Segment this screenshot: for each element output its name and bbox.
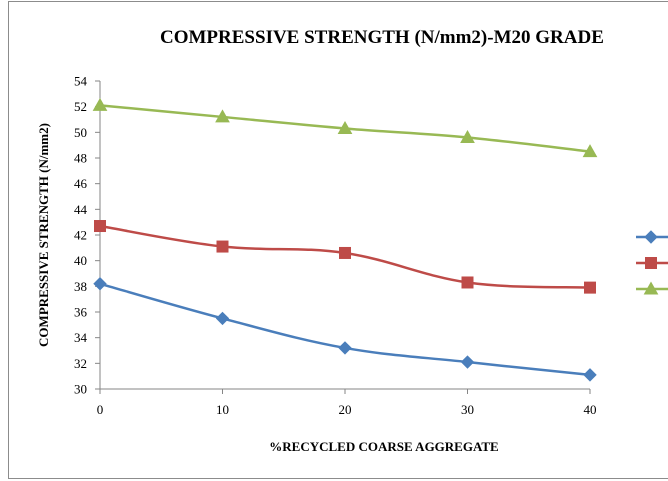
legend <box>636 230 668 295</box>
y-tick-label: 32 <box>74 356 87 371</box>
axes: 30 32 34 36 38 40 42 44 46 48 50 52 54 0 10 20 30 40 <box>74 74 597 418</box>
series-2-point <box>461 276 474 289</box>
series-1-point <box>460 355 475 369</box>
legend-marker-2 <box>645 257 657 269</box>
y-tick-label: 36 <box>74 305 88 320</box>
chart-title: COMPRESSIVE STRENGTH (N/mm2)-M20 GRADE <box>160 27 604 48</box>
x-tick-label: 10 <box>216 402 229 417</box>
y-tick-label: 50 <box>74 125 87 140</box>
series-1-point <box>583 368 597 382</box>
legend-marker-3 <box>643 281 659 295</box>
legend-item-2 <box>636 257 668 269</box>
y-tick-label: 44 <box>74 202 88 217</box>
series-2-point <box>94 220 106 233</box>
x-tick-label: 0 <box>97 402 104 417</box>
y-tick-label: 42 <box>74 228 87 243</box>
legend-item-3 <box>636 281 668 295</box>
series-1-line <box>99 282 591 377</box>
x-tick-label: 40 <box>584 402 597 417</box>
series-1-point <box>215 311 230 326</box>
y-tick-label: 54 <box>74 74 88 89</box>
y-tick-label: 46 <box>74 176 88 191</box>
y-tick-label: 34 <box>74 330 88 345</box>
series-2-point <box>584 281 596 294</box>
series-3-point <box>92 97 108 111</box>
x-axis-title: %RECYCLED COARSE AGGREGATE <box>269 439 498 454</box>
legend-item-1 <box>636 230 668 244</box>
series-3-point <box>582 144 598 158</box>
series-2 <box>94 220 596 294</box>
y-tick-label: 52 <box>74 99 87 114</box>
series-1-point <box>93 277 107 291</box>
series-1-point <box>338 341 352 355</box>
y-tick-label: 38 <box>74 279 87 294</box>
legend-marker-1 <box>644 230 658 244</box>
y-tick-label: 40 <box>74 253 87 268</box>
x-tick-label: 30 <box>461 402 474 417</box>
x-tick-label: 20 <box>339 402 352 417</box>
y-tick-label: 30 <box>74 382 87 397</box>
series-3-point <box>215 109 230 123</box>
series-1 <box>93 277 597 382</box>
series-3-point <box>460 129 475 143</box>
y-tick-label: 48 <box>74 151 87 166</box>
series-2-point <box>216 240 229 253</box>
series-layer <box>92 97 598 382</box>
series-2-point <box>339 246 351 259</box>
series-3-point <box>337 120 353 134</box>
y-axis-title: COMPRESSIVE STRENGTH (N/mm2) <box>36 123 51 347</box>
chart-frame <box>8 1 668 479</box>
series-3 <box>92 97 598 158</box>
